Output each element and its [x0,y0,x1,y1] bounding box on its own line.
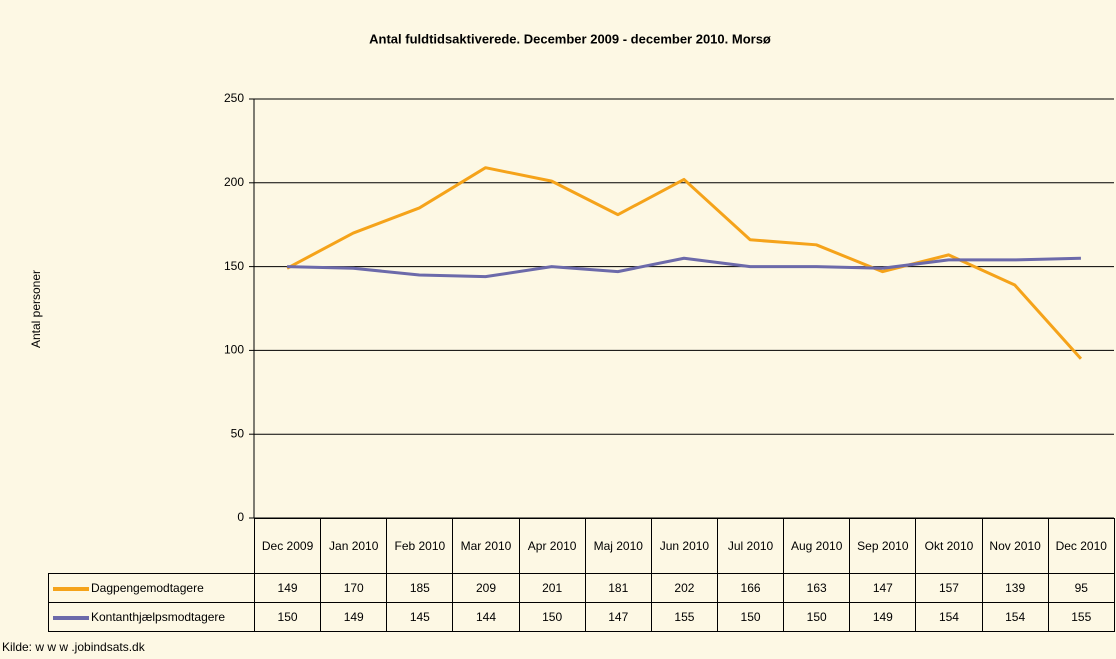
x-tick-label: Maj 2010 [584,518,652,574]
value-cell: 154 [915,602,983,632]
value-cell: 147 [849,573,917,603]
value-cell: 95 [1047,573,1115,603]
value-cell: 150 [253,602,322,632]
value-cell: 147 [584,602,652,632]
value-cell: 163 [783,573,851,603]
value-cell: 209 [452,573,520,603]
value-cell: 181 [584,573,652,603]
x-tick-label: Dec 2010 [1047,518,1115,574]
x-tick-label: Jul 2010 [716,518,785,574]
x-tick-label: Apr 2010 [518,518,586,574]
legend-swatch [53,615,89,620]
table-header: Dec 2009 Jan 2010 Feb 2010 Mar 2010 Apr 2010… [49,518,1115,574]
x-tick-label: Nov 2010 [981,518,1049,574]
value-cell: 145 [386,602,454,632]
value-cell: 155 [1047,602,1115,632]
value-cell: 150 [518,602,586,632]
value-cell: 149 [320,602,388,632]
data-table: Dec 2009 Jan 2010 Feb 2010 Mar 2010 Apr 2010… [48,518,1115,632]
y-tick-label: 200 [224,175,244,189]
value-cell: 150 [716,602,785,632]
legend-label: Dagpengemodtagere [91,581,204,595]
value-cell: 149 [849,602,917,632]
blank-cell [49,519,255,574]
x-tick-label: Feb 2010 [386,518,454,574]
value-cell: 155 [650,602,718,632]
table-row: Kontanthjælpsmodtagere 150 149 145 144 150 147… [48,602,1115,632]
value-cell: 139 [981,573,1049,603]
legend-label: Kontanthjælpsmodtagere [91,610,226,624]
y-tick-label: 50 [231,426,245,440]
y-tick-label: 0 [237,510,244,524]
value-cell: 150 [783,602,851,632]
value-cell: 170 [320,573,388,603]
value-cell: 144 [452,602,520,632]
y-tick-label: 150 [224,259,244,273]
source-note: Kilde: w w w .jobindsats.dk [2,640,145,654]
chart-title: Antal fuldtidsaktiverede. December 2009 … [369,31,771,46]
legend-cell: Dagpengemodtagere [48,573,255,603]
value-cell: 202 [650,573,718,603]
legend-cell: Kontanthjælpsmodtagere [48,602,255,632]
y-tick-label: 250 [224,91,244,105]
value-cell: 154 [981,602,1049,632]
value-cell: 185 [386,573,454,603]
value-cell: 149 [253,573,322,603]
series-line [287,256,1081,279]
x-tick-label: Dec 2009 [253,518,322,574]
x-tick-label: Mar 2010 [452,518,520,574]
x-tick-label: Jan 2010 [320,518,388,574]
x-tick-label: Okt 2010 [915,518,983,574]
x-tick-label: Sep 2010 [849,518,917,574]
value-cell: 157 [915,573,983,603]
legend-swatch [53,586,89,591]
table-row: Dagpengemodtagere 149 170 185 209 201 181 202 16… [48,573,1115,603]
x-tick-label: Aug 2010 [783,518,851,574]
y-axis-label: Antal personer [29,270,43,348]
x-tick-label: Jun 2010 [650,518,718,574]
value-cell: 201 [518,573,586,603]
series-line [286,166,1083,360]
value-cell: 166 [716,573,785,603]
y-tick-label: 100 [224,343,244,357]
